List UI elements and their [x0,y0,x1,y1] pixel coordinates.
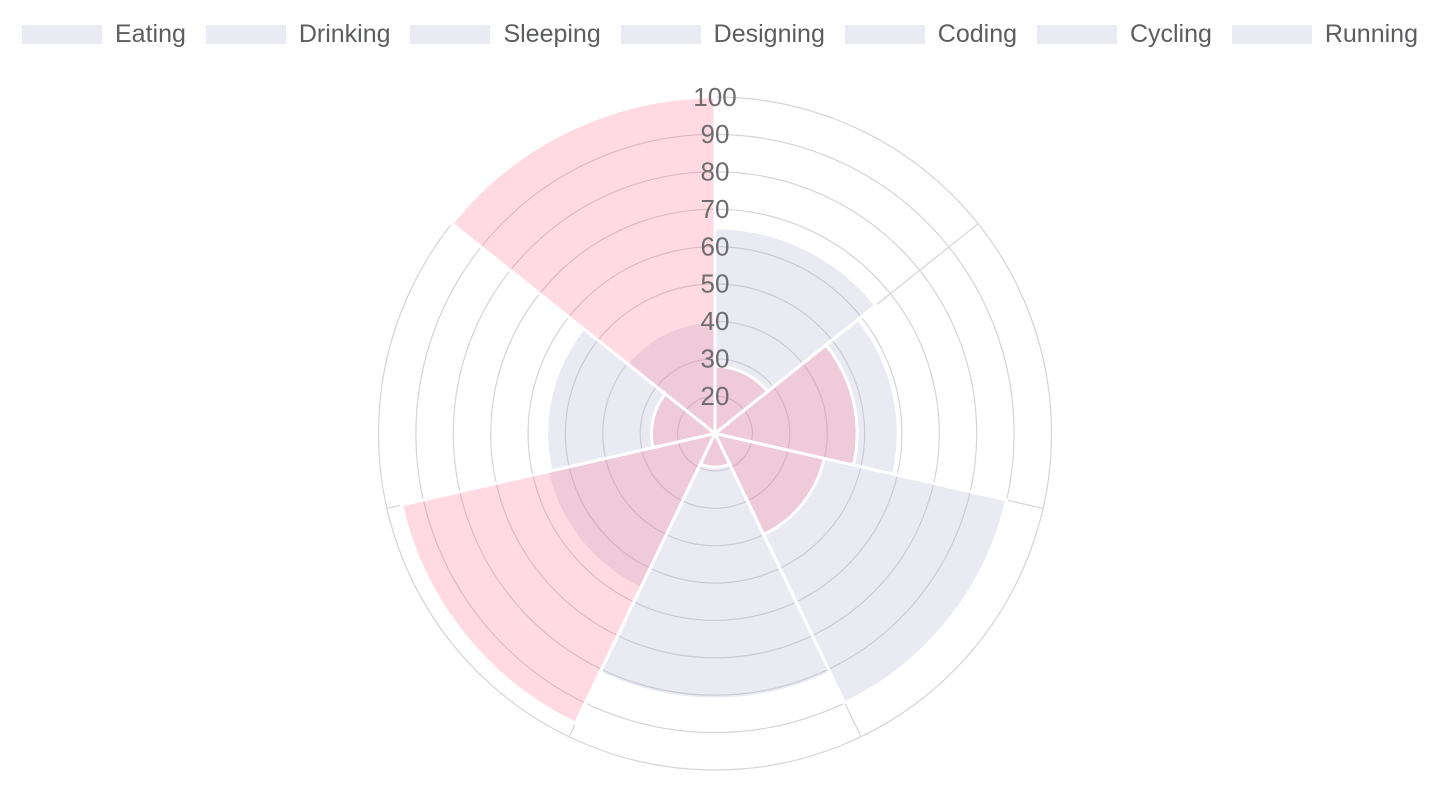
legend-item-label: Sleeping [503,20,601,48]
radial-tick-label-70: 70 [701,194,730,224]
legend-swatch [1231,25,1312,44]
wedge-coding-pink-series[interactable] [399,431,718,726]
legend-item-coding[interactable]: Coding [844,20,1018,49]
legend-swatch [844,25,925,44]
legend-item-label: Coding [937,20,1018,48]
legend-item-cycling[interactable]: Cycling [1036,20,1212,49]
radial-tick-label-90: 90 [701,119,730,149]
radial-tick-label-50: 50 [701,269,730,299]
legend-swatch [410,25,491,44]
legend-swatch [1036,25,1117,44]
wedge-cycling-gray-series[interactable] [545,326,719,473]
legend-item-running[interactable]: Running [1231,20,1418,49]
legend-item-label: Running [1324,20,1418,48]
wedge-running-pink-series[interactable] [449,95,717,437]
radial-tick-label-20: 20 [701,381,730,411]
radial-tick-label-60: 60 [701,231,730,261]
wedge-running-gray-series[interactable] [625,319,717,437]
legend-item-sleeping[interactable]: Sleeping [410,20,601,49]
radial-tick-label-80: 80 [701,157,730,187]
radial-tick-label-100: 100 [693,82,736,112]
wedge-eating-gray-series[interactable] [713,226,878,437]
radial-tick-label-40: 40 [701,306,730,336]
wedge-drinking-gray-series[interactable] [711,317,900,477]
legend-item-eating[interactable]: Eating [22,20,186,49]
legend-item-drinking[interactable]: Drinking [205,20,391,49]
legend-swatch [205,25,286,44]
wedge-coding-gray-series[interactable] [545,431,718,591]
legend-item-label: Cycling [1129,20,1212,48]
radial-tick-label-30: 30 [701,344,730,374]
legend-item-label: Eating [115,20,186,48]
legend-item-designing[interactable]: Designing [620,20,825,49]
wedge-designing-gray-series[interactable] [597,430,833,701]
legend-swatch [620,25,701,44]
legend-item-label: Designing [713,20,825,48]
wedge-sleeping-pink-series[interactable] [712,431,827,537]
wedge-drinking-pink-series[interactable] [711,342,859,467]
legend-item-label: Drinking [298,20,391,48]
legend-swatch [22,25,102,44]
chart-legend: Eating Drinking Sleeping Designing Codin… [0,0,1444,49]
wedge-sleeping-gray-series[interactable] [712,431,1009,705]
